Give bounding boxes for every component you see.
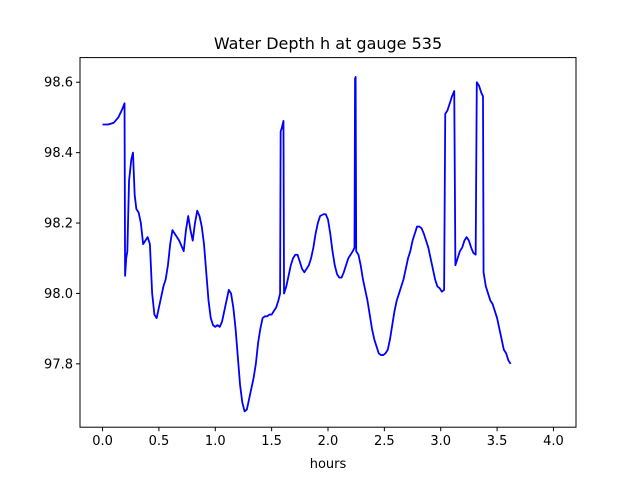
y-tick-label: 97.8 — [44, 357, 73, 372]
series-line-1 — [102, 76, 512, 413]
x-tick-label: 4.0 — [543, 434, 564, 449]
x-tick-label: 3.5 — [487, 434, 508, 449]
y-tick-label: 98.0 — [44, 287, 73, 302]
y-tick-label: 98.6 — [44, 76, 73, 91]
x-tick-label: 0.0 — [92, 434, 113, 449]
x-tick-label: 0.5 — [149, 434, 170, 449]
axis-ticks: 0.0 0.5 1.0 1.5 2.0 2.5 3.0 3.5 4.0 97.8 98.0 98.2 9… — [44, 76, 564, 449]
x-tick-label: 1.0 — [205, 434, 226, 449]
plot-marks — [102, 76, 512, 413]
x-axis-title: hours — [310, 457, 347, 472]
y-tick-label: 98.2 — [44, 217, 73, 232]
y-tick-label: 98.4 — [44, 146, 73, 161]
chart-title: Water Depth h at gauge 535 — [214, 34, 442, 53]
x-tick-label: 3.0 — [430, 434, 451, 449]
x-tick-label: 1.5 — [261, 434, 282, 449]
x-tick-label: 2.0 — [318, 434, 339, 449]
plot-frame — [79, 57, 577, 428]
x-tick-label: 2.5 — [374, 434, 395, 449]
